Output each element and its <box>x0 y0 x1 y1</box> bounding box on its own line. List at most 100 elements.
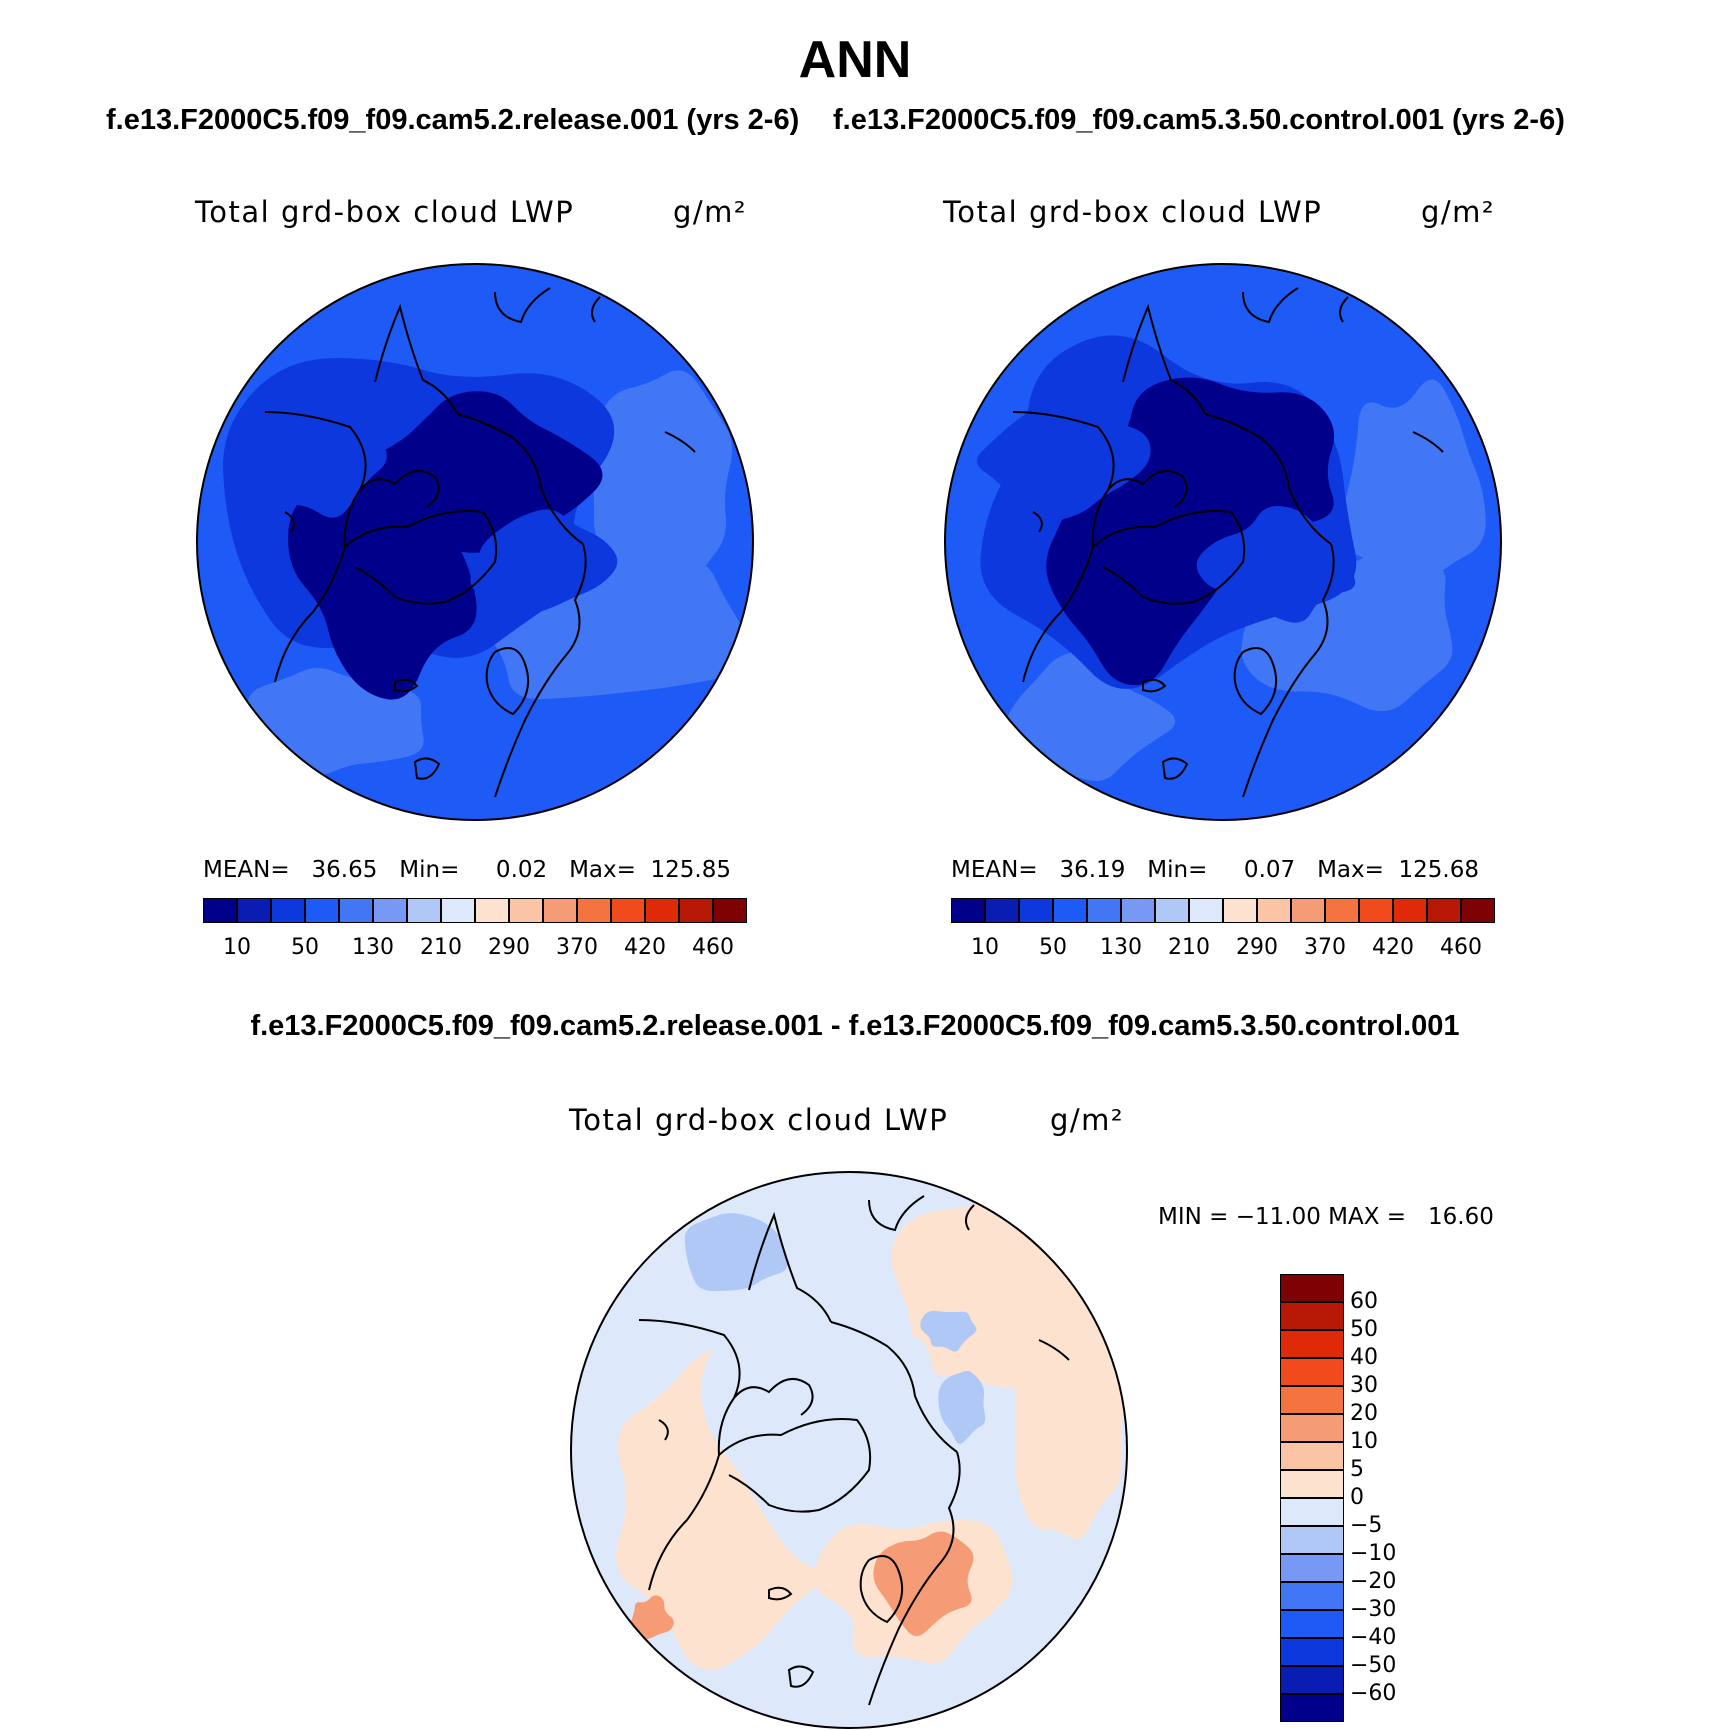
colorbar-tick-label: 10 <box>971 935 999 960</box>
colorbar-box <box>1280 1414 1344 1442</box>
coastline <box>748 1211 832 1323</box>
colorbar-tick-label: 50 <box>1039 935 1067 960</box>
colorbar-tick-label: −20 <box>1350 1569 1397 1594</box>
coastline <box>1038 1339 1070 1361</box>
coastline <box>1242 287 1299 324</box>
coastline <box>868 1451 961 1706</box>
colorbar-tick-label: 420 <box>624 935 666 960</box>
colorbar-tick-label: −5 <box>1350 1513 1383 1538</box>
colorbar-box <box>645 898 679 923</box>
colorbar-box <box>475 898 509 923</box>
colorbar-box <box>1280 1526 1344 1554</box>
colorbar-tick-label: −50 <box>1350 1653 1397 1678</box>
case2-title: f.e13.F2000C5.f09_f09.cam5.3.50.control.… <box>833 104 1565 136</box>
panel3-polar-map <box>570 1171 1128 1729</box>
coastline <box>284 511 295 533</box>
colorbar-box <box>1121 898 1155 923</box>
colorbar-box <box>679 898 713 923</box>
colorbar-box <box>1087 898 1121 923</box>
colorbar-box <box>373 898 407 923</box>
coastline <box>1412 431 1444 453</box>
coastline <box>964 1204 975 1231</box>
difference-title: f.e13.F2000C5.f09_f09.cam5.2.release.001… <box>250 1010 1460 1042</box>
panel1-variable-title: Total grd-box cloud LWP <box>195 195 575 229</box>
coastline <box>787 1665 815 1688</box>
colorbar-box <box>1155 898 1189 923</box>
colorbar-tick-label: 0 <box>1350 1485 1364 1510</box>
coastline <box>638 1319 741 1591</box>
colorbar-tick-label: −60 <box>1350 1681 1397 1706</box>
colorbar-box <box>577 898 611 923</box>
coastline <box>1107 469 1188 508</box>
coastline <box>344 510 498 605</box>
contour-region <box>1339 379 1486 599</box>
contour-region <box>257 410 387 518</box>
colorbar-box <box>543 898 577 923</box>
colorbar-box <box>1019 898 1053 923</box>
contour-region <box>920 1310 977 1352</box>
colorbar-tick-label: −40 <box>1350 1625 1397 1650</box>
colorbar-box <box>1427 898 1461 923</box>
map-boundary <box>944 263 1502 821</box>
coastline <box>494 543 587 798</box>
contour-region <box>684 1213 788 1292</box>
coastline <box>859 1555 903 1624</box>
panel-case1: Total grd-box cloud LWP g/m² MEAN= 36.65… <box>0 0 1710 883</box>
colorbar-tick-label: 50 <box>1350 1317 1378 1342</box>
colorbar-box <box>305 898 339 923</box>
coastline <box>1161 757 1189 780</box>
colorbar-box <box>951 898 985 923</box>
colorbar-box <box>339 898 373 923</box>
colorbar-box <box>1280 1694 1344 1722</box>
colorbar-tick-label: 130 <box>352 935 394 960</box>
coastline <box>1338 296 1349 323</box>
colorbar-box <box>1359 898 1393 923</box>
panel-case2: Total grd-box cloud LWP g/m² MEAN= 36.19… <box>0 0 1710 883</box>
colorbar-tick-label: 420 <box>1372 935 1414 960</box>
colorbar-box <box>1257 898 1291 923</box>
colorbar-tick-label: 460 <box>1440 935 1482 960</box>
map-boundary <box>196 263 754 821</box>
panel3-stats: MIN = −11.00 MAX = 16.60 <box>1158 1204 1494 1230</box>
colorbar-box <box>1280 1386 1344 1414</box>
colorbar-box <box>1280 1554 1344 1582</box>
coastline <box>1204 413 1332 545</box>
colorbar-box <box>237 898 271 923</box>
colorbar-box <box>611 898 645 923</box>
colorbar-tick-label: 210 <box>1168 935 1210 960</box>
colorbar-box <box>271 898 305 923</box>
colorbar-box <box>1280 1358 1344 1386</box>
coastline <box>1092 510 1246 605</box>
coastline <box>456 413 584 545</box>
coastline <box>664 431 696 453</box>
colorbar-box <box>1280 1610 1344 1638</box>
contour-region <box>1196 505 1356 623</box>
colorbar-box <box>713 898 747 923</box>
colorbar-box <box>1053 898 1087 923</box>
colorbar-box <box>1325 898 1359 923</box>
main-title: ANN <box>798 31 912 89</box>
colorbar-box <box>1280 1470 1344 1498</box>
colorbar-tick-label: −30 <box>1350 1597 1397 1622</box>
colorbar-box <box>441 898 475 923</box>
colorbar-box <box>1223 898 1257 923</box>
coastline <box>394 678 419 693</box>
colorbar-tick-label: 370 <box>556 935 598 960</box>
colorbar-box <box>1280 1498 1344 1526</box>
coastline <box>485 647 529 716</box>
colorbar-tick-label: 50 <box>291 935 319 960</box>
colorbar-tick-label: 40 <box>1350 1345 1378 1370</box>
panel3-units: g/m² <box>1050 1103 1125 1137</box>
coastline <box>264 411 367 683</box>
contour-region <box>630 1595 674 1642</box>
colorbar-box <box>407 898 441 923</box>
panel1-polar-map <box>196 263 754 821</box>
contour-region <box>1006 651 1176 782</box>
colorbar-tick-label: 60 <box>1350 1289 1378 1314</box>
panel3-variable-title: Total grd-box cloud LWP <box>569 1103 949 1137</box>
colorbar-tick-label: 10 <box>1350 1429 1378 1454</box>
contour-region <box>590 370 733 610</box>
panel1-units: g/m² <box>673 195 748 229</box>
colorbar-box <box>985 898 1019 923</box>
coastline <box>590 296 601 323</box>
